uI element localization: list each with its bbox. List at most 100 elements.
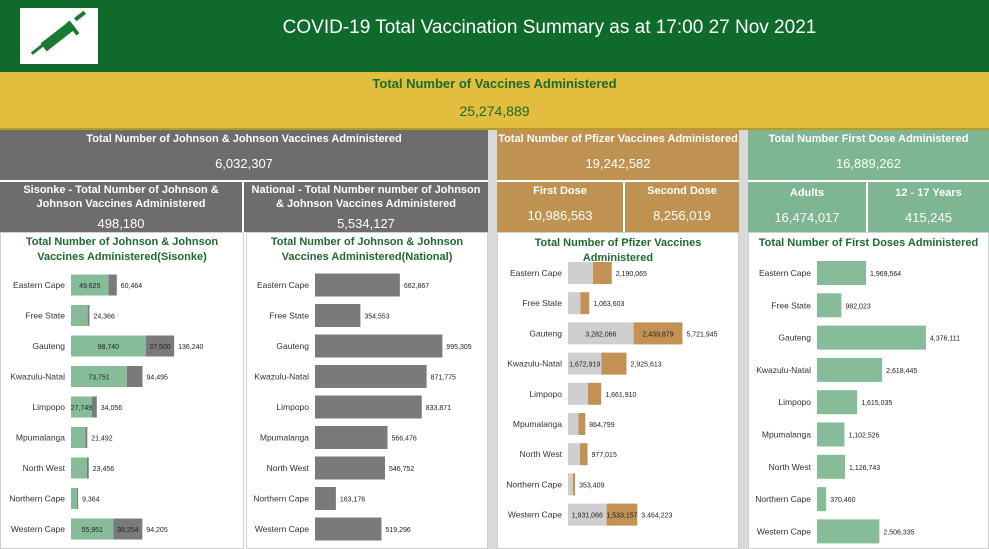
pfizer-second-dose-label: Second Dose <box>647 185 717 197</box>
bar-segment <box>71 457 87 479</box>
category-label: Western Cape <box>757 526 811 536</box>
category-label: Mpumalanga <box>513 419 562 429</box>
segment-label: 27,749 <box>71 405 93 412</box>
first-dose-total-label: Total Number First Dose Administered <box>768 133 969 145</box>
category-label: Kwazulu-Natal <box>756 365 811 375</box>
national-value: 5,534,127 <box>337 216 395 231</box>
category-label: Gauteng <box>32 341 65 351</box>
bar <box>315 273 400 297</box>
value-label: 566,476 <box>392 436 417 443</box>
segment-label: 73,751 <box>88 375 110 382</box>
bar-segment <box>580 443 588 466</box>
total-label: 9,364 <box>82 497 100 504</box>
category-label: Eastern Cape <box>510 268 562 278</box>
bar <box>315 426 388 449</box>
category-label: Mpumalanga <box>260 433 309 443</box>
segment-label: 1,931,066 <box>572 513 603 520</box>
total-vaccines-value: 25,274,889 <box>459 103 530 119</box>
segment-label: 98,740 <box>98 344 120 351</box>
category-label: Gauteng <box>529 328 562 338</box>
teens-value: 415,245 <box>905 210 952 225</box>
first-dose-total-card: Total Number First Dose Administered 16,… <box>748 130 989 180</box>
bar-segment <box>92 396 97 418</box>
value-label: 1,102,526 <box>848 433 879 440</box>
chart-title: Total Number of Pfizer Vaccines Administ… <box>534 237 702 264</box>
sisonke-label: Sisonke - Total Number of Johnson & John… <box>23 184 219 210</box>
category-label: Northern Cape <box>755 494 811 504</box>
bar <box>315 395 422 419</box>
bar-segment <box>71 274 109 296</box>
sisonke-value: 498,180 <box>97 216 145 231</box>
total-label: 34,056 <box>101 405 123 412</box>
teens-card: 12 - 17 Years 415,245 <box>868 180 989 232</box>
bar <box>817 390 858 415</box>
jj-total-value: 6,032,307 <box>215 156 273 171</box>
category-label: Northern Cape <box>9 494 65 504</box>
first-dose-chart-panel: Total Number of First Doses Administered… <box>748 232 989 549</box>
total-label: 5,721,945 <box>686 331 717 338</box>
value-label: 871,775 <box>431 375 456 382</box>
category-label: Western Cape <box>255 524 309 534</box>
category-label: Free State <box>25 311 65 321</box>
teens-label: 12 - 17 Years <box>895 187 962 199</box>
pfizer-chart-panel: Total Number of Pfizer Vaccines Administ… <box>497 232 739 549</box>
category-label: North West <box>23 463 66 473</box>
bar-segment <box>113 518 143 540</box>
page-title: COVID-19 Total Vaccination Summary as at… <box>282 17 817 38</box>
bar-segment <box>588 382 602 405</box>
adults-label: Adults <box>789 187 825 199</box>
category-label: Limpopo <box>529 389 562 399</box>
national-label: National - Total Number number of Johnso… <box>251 184 481 210</box>
bar-segment <box>77 488 79 509</box>
bar-segment <box>568 443 580 466</box>
value-label: 995,305 <box>446 344 471 351</box>
bar-segment <box>606 503 638 526</box>
bar-segment <box>126 366 143 387</box>
bar-segment <box>568 292 581 315</box>
category-label: Kwazulu-Natal <box>254 372 309 382</box>
segment-label: 55,951 <box>81 527 103 534</box>
value-label: 982,023 <box>845 303 870 310</box>
pfizer-total-label: Total Number of Pfizer Vaccines Administ… <box>498 133 738 145</box>
sisonke-chart-panel: Total Number of Johnson & Johnson Vaccin… <box>0 232 244 549</box>
pfizer-total-card: Total Number of Pfizer Vaccines Administ… <box>497 130 739 180</box>
total-label: 353,409 <box>579 482 604 489</box>
total-label: 136,240 <box>178 344 203 351</box>
bar-segment <box>601 352 627 375</box>
chart-title: Total Number of Johnson & Johnson Vaccin… <box>25 236 219 263</box>
bar <box>315 365 427 388</box>
category-label: Eastern Cape <box>13 280 65 290</box>
pfizer-total-value: 19,242,582 <box>585 156 651 171</box>
category-label: Limpopo <box>276 402 309 412</box>
value-label: 1,969,564 <box>870 271 901 278</box>
category-label: Eastern Cape <box>759 268 811 278</box>
category-label: Limpopo <box>32 402 65 412</box>
total-label: 1,661,910 <box>605 392 636 399</box>
category-label: North West <box>520 449 563 459</box>
bar-segment <box>568 352 602 375</box>
syringe-icon <box>20 8 98 64</box>
national-chart-panel: Total Number of Johnson & Johnson Vaccin… <box>246 232 488 549</box>
category-label: Kwazulu-Natal <box>10 372 65 382</box>
total-label: 21,492 <box>91 436 113 443</box>
category-label: Gauteng <box>778 333 811 343</box>
bar-segment <box>87 305 90 326</box>
bar-segment <box>568 473 573 496</box>
bar-segment <box>568 382 588 405</box>
total-label: 2,190,065 <box>616 271 647 278</box>
total-label: 24,366 <box>93 314 115 321</box>
bar-segment <box>568 413 579 435</box>
total-label: 864,799 <box>589 422 614 429</box>
bar-segment <box>71 305 88 326</box>
category-label: Gauteng <box>276 341 309 351</box>
adults-value: 16,474,017 <box>774 210 840 225</box>
bar <box>817 422 845 447</box>
segment-label: 1,533,157 <box>606 513 637 520</box>
value-label: 370,460 <box>830 497 855 504</box>
segment-label: 38,254 <box>117 527 139 534</box>
category-label: Free State <box>522 298 562 308</box>
value-label: 163,176 <box>340 497 365 504</box>
category-label: Mpumalanga <box>762 430 811 440</box>
bar-segment <box>85 427 88 448</box>
category-label: North West <box>267 463 310 473</box>
